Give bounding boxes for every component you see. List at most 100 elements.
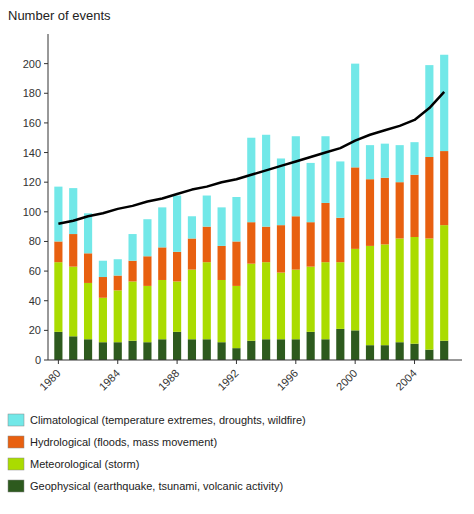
y-tick xyxy=(44,122,48,123)
y-tick-label: 160 xyxy=(23,117,41,129)
y-tick-label: 40 xyxy=(29,295,41,307)
bar-segment xyxy=(203,339,211,360)
bar-segment xyxy=(188,238,196,269)
x-tick xyxy=(355,360,356,364)
bar-segment xyxy=(366,345,374,360)
bar-segment xyxy=(440,151,448,225)
bar-segment xyxy=(84,339,92,360)
bar-segment xyxy=(262,135,270,227)
bar-segment xyxy=(218,342,226,360)
bar-segment xyxy=(277,225,285,272)
legend-label: Climatological (temperature extremes, dr… xyxy=(30,414,306,426)
bar-segment xyxy=(129,281,137,340)
bar-segment xyxy=(292,339,300,360)
bar-segment xyxy=(351,167,359,249)
bar-segment xyxy=(425,238,433,349)
bar-segment xyxy=(158,280,166,339)
x-tick-label: 1980 xyxy=(37,367,63,393)
bar-segment xyxy=(69,267,77,337)
bar-segment xyxy=(410,344,418,360)
bar-segment xyxy=(277,339,285,360)
bar-segment xyxy=(129,261,137,282)
bar-segment xyxy=(188,270,196,340)
bar-segment xyxy=(84,253,92,283)
legend-swatch xyxy=(8,436,24,448)
bar-segment xyxy=(396,342,404,360)
bar-segment xyxy=(247,138,255,222)
bar-segment xyxy=(114,290,122,342)
x-tick xyxy=(295,360,296,364)
legend-swatch xyxy=(8,458,24,470)
x-tick xyxy=(117,360,118,364)
bar-segment xyxy=(351,330,359,360)
bar-segment xyxy=(173,196,181,252)
bar-segment xyxy=(321,339,329,360)
x-tick xyxy=(236,360,237,364)
legend-label: Hydrological (floods, mass movement) xyxy=(30,436,217,448)
bar-segment xyxy=(410,237,418,344)
bar-segment xyxy=(188,339,196,360)
trend-line xyxy=(58,92,444,224)
bar-segment xyxy=(307,332,315,360)
y-tick-label: 0 xyxy=(35,354,41,366)
y-tick-label: 100 xyxy=(23,206,41,218)
bar-segment xyxy=(54,332,62,360)
y-tick xyxy=(44,300,48,301)
bar-segment xyxy=(321,262,329,339)
bar-segment xyxy=(203,196,211,227)
y-tick-label: 120 xyxy=(23,176,41,188)
bar-segment xyxy=(218,280,226,342)
x-tick-label: 1992 xyxy=(215,367,241,393)
bar-segment xyxy=(203,227,211,263)
bar-segment xyxy=(381,345,389,360)
bar-segment xyxy=(188,216,196,238)
bar-segment xyxy=(99,298,107,342)
bar-segment xyxy=(247,264,255,341)
bar-segment xyxy=(307,163,315,222)
bar-segment xyxy=(336,329,344,360)
bar-segment xyxy=(158,339,166,360)
bar-segment xyxy=(262,339,270,360)
bar-segment xyxy=(307,267,315,332)
y-tick xyxy=(44,182,48,183)
y-tick-label: 200 xyxy=(23,58,41,70)
bar-segment xyxy=(158,247,166,280)
bar-segment xyxy=(336,262,344,329)
bar-segment xyxy=(440,55,448,151)
bar-segment xyxy=(292,136,300,216)
bar-segment xyxy=(143,342,151,360)
y-tick xyxy=(44,152,48,153)
y-tick xyxy=(44,211,48,212)
x-tick xyxy=(177,360,178,364)
bar-segment xyxy=(321,136,329,203)
x-tick-label: 1996 xyxy=(274,367,300,393)
bar-segment xyxy=(440,225,448,341)
bar-segment xyxy=(54,241,62,262)
x-tick-label: 1984 xyxy=(96,367,122,393)
bar-segment xyxy=(232,286,240,348)
y-tick xyxy=(44,330,48,331)
bar-segment xyxy=(321,203,329,262)
y-tick-label: 80 xyxy=(29,235,41,247)
x-axis xyxy=(48,360,462,361)
bar-segment xyxy=(410,142,418,175)
x-tick xyxy=(414,360,415,364)
bar-segment xyxy=(351,249,359,331)
bar-segment xyxy=(381,178,389,245)
legend-swatch xyxy=(8,480,24,492)
y-tick xyxy=(44,63,48,64)
legend: Climatological (temperature extremes, dr… xyxy=(8,414,306,492)
y-axis xyxy=(48,34,49,360)
bar-segment xyxy=(69,234,77,267)
bar-segment xyxy=(381,244,389,345)
bar-segment xyxy=(173,252,181,282)
y-tick-label: 140 xyxy=(23,147,41,159)
x-tick-label: 1988 xyxy=(156,367,182,393)
bar-segment xyxy=(99,277,107,298)
bar-segment xyxy=(307,222,315,266)
bar-segment xyxy=(262,262,270,339)
bar-segment xyxy=(232,241,240,285)
y-tick-label: 60 xyxy=(29,265,41,277)
legend-label: Meteorological (storm) xyxy=(30,458,139,470)
bar-segment xyxy=(247,341,255,360)
